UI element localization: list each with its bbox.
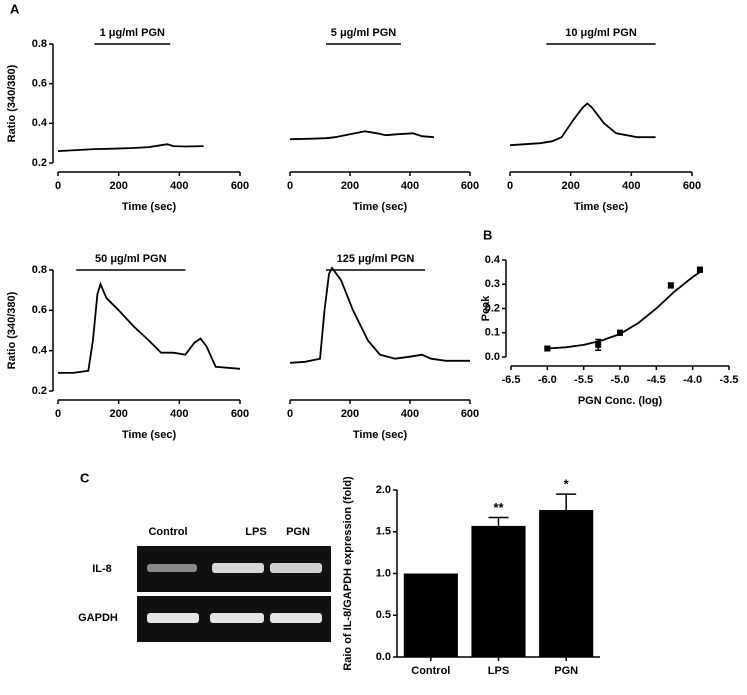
- x-tick-label: 600: [461, 408, 479, 420]
- x-tick-label: LPS: [488, 665, 509, 677]
- trace: [57, 143, 204, 152]
- point: [544, 345, 551, 352]
- x-tick-label: -3.5: [720, 374, 739, 386]
- x-tick-label: 200: [341, 408, 359, 420]
- y-tick-label: 0.4: [485, 254, 501, 266]
- lane-label: PGN: [286, 526, 310, 538]
- row-label: IL-8: [92, 563, 112, 575]
- y-tick-label: 0.2: [485, 302, 500, 314]
- x-tick-label: 0: [287, 408, 293, 420]
- row-label: GAPDH: [78, 612, 118, 624]
- point: [617, 329, 623, 336]
- x-tick-label: 0: [55, 408, 61, 420]
- bar: [539, 510, 594, 657]
- y-tick-label: 0.6: [32, 78, 47, 90]
- y-tick-label: 2.0: [376, 484, 391, 496]
- trace: [289, 266, 470, 364]
- y-axis-label: Ratio (340/380): [6, 64, 18, 142]
- lane-label: LPS: [245, 526, 266, 538]
- trace: [289, 130, 435, 141]
- x-tick-label: 600: [231, 408, 249, 420]
- x-axis-label: Time (sec): [574, 201, 629, 213]
- y-tick-label: 0.4: [32, 345, 48, 357]
- y-tick-label: 0.0: [376, 651, 391, 663]
- x-tick-label: -4.0: [683, 374, 702, 386]
- x-tick-label: 400: [401, 180, 419, 192]
- x-tick-label: -5.5: [574, 374, 593, 386]
- x-tick-label: Control: [411, 665, 450, 677]
- x-axis-label: Time (sec): [122, 429, 177, 441]
- gel-band: [212, 563, 264, 573]
- gel-band: [147, 613, 199, 623]
- y-axis-label: Ratio (340/380): [6, 291, 18, 369]
- x-tick-label: 0: [55, 180, 61, 192]
- y-tick-label: 1.0: [376, 567, 391, 579]
- y-tick-label: 0.6: [32, 304, 47, 316]
- x-axis-label: Time (sec): [353, 201, 408, 213]
- y-tick-label: 0.5: [376, 609, 391, 621]
- x-tick-label: 200: [109, 408, 127, 420]
- bar: [403, 573, 458, 657]
- trace: [509, 102, 656, 147]
- panel-label: C: [80, 470, 90, 485]
- x-tick-label: 200: [561, 180, 579, 192]
- x-tick-label: -5.0: [611, 374, 630, 386]
- x-tick-label: 200: [109, 180, 127, 192]
- fit-curve: [547, 271, 701, 350]
- gel-band: [147, 564, 197, 572]
- x-tick-label: 0: [287, 180, 293, 192]
- significance: **: [493, 500, 504, 515]
- x-tick-label: 400: [401, 408, 419, 420]
- annotation: 50 μg/ml PGN: [95, 253, 167, 265]
- annotation: 5 μg/ml PGN: [331, 27, 396, 39]
- y-tick-label: 0.8: [32, 264, 47, 276]
- y-tick-label: 0.2: [32, 157, 47, 169]
- x-tick-label: PGN: [554, 665, 578, 677]
- y-tick-label: 1.5: [376, 526, 391, 538]
- significance: *: [564, 477, 570, 492]
- y-tick-label: 0.4: [32, 117, 48, 129]
- lane-label: Control: [148, 526, 187, 538]
- error-bar: [556, 493, 577, 511]
- x-tick-label: 600: [683, 180, 701, 192]
- x-tick-label: 400: [622, 180, 640, 192]
- bar: [471, 525, 526, 657]
- point: [696, 266, 703, 273]
- point: [667, 282, 674, 289]
- gel: Control LPS PGN IL-8 GAPDH: [78, 526, 331, 642]
- y-tick-label: 0.1: [485, 327, 500, 339]
- x-tick-label: 0: [507, 180, 513, 192]
- gel-band: [270, 563, 322, 573]
- x-tick-label: 400: [170, 408, 188, 420]
- x-tick-label: 200: [341, 180, 359, 192]
- x-axis-label: Time (sec): [122, 201, 177, 213]
- gel-band: [270, 613, 322, 623]
- panel-label: A: [10, 1, 20, 16]
- trace: [58, 281, 241, 374]
- annotation: 10 μg/ml PGN: [565, 27, 637, 39]
- x-axis-label: Time (sec): [353, 429, 408, 441]
- x-tick-label: 600: [461, 180, 479, 192]
- y-tick-label: 0.0: [485, 351, 500, 363]
- annotation: 125 μg/ml PGN: [337, 253, 415, 265]
- y-axis-label: Raio of IL-8/GAPDH expression (fold): [342, 476, 354, 671]
- error-bar: [488, 516, 509, 526]
- x-tick-label: -6.5: [502, 374, 521, 386]
- x-tick-label: -4.5: [647, 374, 666, 386]
- y-tick-label: 0.3: [485, 278, 500, 290]
- panel-label: B: [483, 227, 492, 242]
- y-tick-label: 0.8: [32, 38, 47, 50]
- x-tick-label: -6.0: [538, 374, 557, 386]
- point: [595, 341, 602, 348]
- x-tick-label: 400: [170, 180, 188, 192]
- x-tick-label: 600: [231, 180, 249, 192]
- gel-band: [210, 613, 264, 623]
- annotation: 1 μg/ml PGN: [100, 27, 165, 39]
- y-tick-label: 0.2: [32, 385, 47, 397]
- y-axis-label: Peak: [480, 295, 492, 322]
- x-axis-label: PGN Conc. (log): [578, 395, 663, 407]
